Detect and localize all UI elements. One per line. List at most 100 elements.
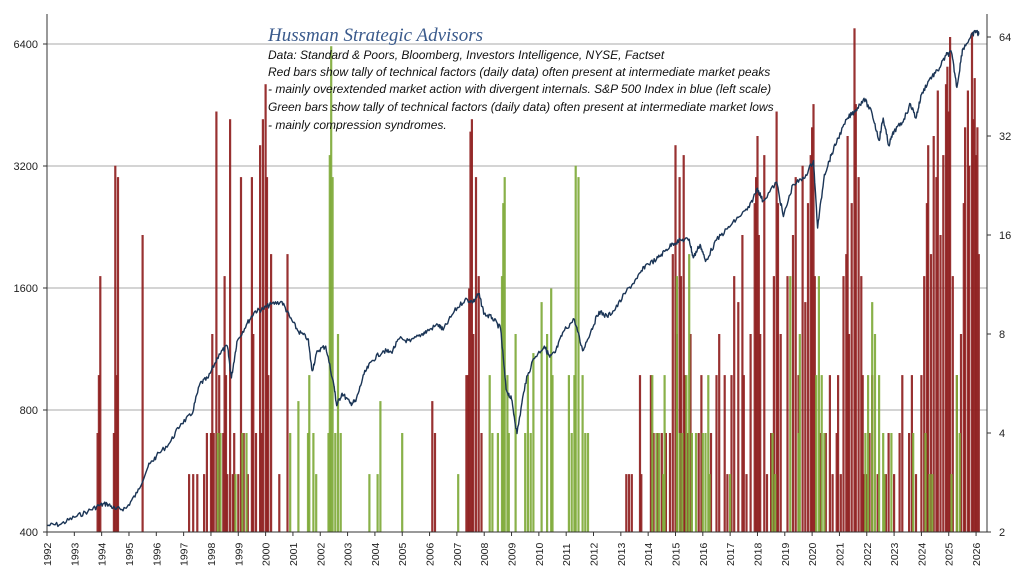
factor-bar [577, 177, 580, 532]
factor-bar [753, 203, 756, 532]
factor-bar [914, 474, 918, 532]
factor-bar [223, 276, 226, 532]
factor-bar [215, 111, 218, 532]
factor-bar [839, 474, 842, 532]
factor-bar [306, 433, 310, 532]
x-tick-label: 2021 [834, 542, 846, 566]
factor-bar [465, 375, 468, 532]
factor-bar [502, 203, 505, 532]
factor-bar [472, 334, 475, 532]
factor-bar [742, 375, 745, 532]
factor-bar [379, 401, 382, 532]
factor-bar [627, 474, 631, 532]
factor-bar [246, 474, 249, 532]
factor-bar [876, 474, 879, 532]
factor-bar [718, 334, 721, 532]
annotation-line-4: Green bars show tally of technical facto… [268, 100, 774, 114]
factor-bar [234, 474, 237, 532]
factor-bar [786, 276, 789, 532]
factor-bar [932, 136, 935, 532]
factor-bar [883, 474, 886, 532]
factor-bar [757, 235, 760, 532]
right-tick-label: 64 [999, 32, 1011, 44]
factor-bar [331, 177, 334, 532]
factor-bar [638, 375, 642, 532]
x-tick-label: 2010 [534, 542, 546, 566]
factor-bar [694, 433, 698, 532]
factor-bar [935, 177, 938, 532]
x-tick-label: 1992 [42, 542, 54, 566]
annotation-line-5: - mainly compression syndromes. [268, 118, 447, 132]
factor-bar [776, 203, 780, 532]
factor-bar [649, 375, 652, 532]
factor-bar [289, 433, 292, 532]
factor-bar [112, 433, 115, 532]
factor-bar [684, 375, 687, 532]
factor-bar [334, 433, 337, 532]
factor-bar [958, 433, 961, 532]
factor-bar [226, 474, 229, 532]
factor-bar [259, 145, 262, 532]
factor-bar [546, 334, 549, 532]
factor-bar [286, 254, 289, 532]
factor-bar [853, 28, 856, 533]
factor-bar [804, 302, 807, 532]
factor-bar [959, 334, 963, 532]
factor-bar [224, 375, 228, 532]
x-tick-label: 2024 [916, 542, 928, 566]
x-tick-label: 2007 [452, 542, 464, 566]
factor-bar [212, 433, 215, 532]
factor-bar [975, 155, 978, 532]
factor-bar [526, 375, 529, 532]
tick-labels: 400 800 1600 3200 6400 2 4 8 16 32 64 1992 1993 1994 1… [14, 32, 1012, 566]
x-tick-label: 2000 [261, 542, 273, 566]
factor-bar [842, 276, 845, 532]
factor-bar [656, 433, 659, 532]
factor-bar [330, 46, 333, 532]
factor-bar [749, 334, 752, 532]
factor-bar [920, 375, 923, 532]
factor-bar [865, 474, 868, 532]
factor-bar [682, 155, 685, 532]
factor-bar [652, 433, 655, 532]
factor-bar [312, 433, 315, 532]
factor-bar [942, 155, 945, 532]
x-tick-label: 1999 [233, 542, 245, 566]
annotation-line-3: - mainly overextended market action with… [268, 82, 771, 96]
factor-bar [708, 474, 711, 532]
x-tick-label: 2016 [698, 542, 710, 566]
factor-bar [469, 131, 472, 532]
sp500-line [46, 29, 980, 528]
factor-bar [770, 433, 773, 532]
factor-bar [697, 433, 700, 532]
factor-bar [924, 433, 927, 532]
factor-bar [658, 433, 661, 532]
factor-bar [850, 203, 853, 532]
factor-bar [962, 203, 965, 532]
factor-bar [972, 119, 975, 532]
factor-bar [847, 334, 851, 532]
factor-bar [707, 375, 710, 532]
factor-bar [791, 235, 795, 532]
factor-bar [524, 433, 527, 532]
factor-bar [466, 375, 469, 532]
factor-bar [884, 474, 887, 532]
factor-bar [970, 32, 974, 532]
factor-bar [837, 375, 840, 532]
x-tick-label: 1993 [69, 542, 81, 566]
left-tick-label: 400 [20, 527, 38, 539]
factor-bar [550, 288, 553, 532]
left-tick-label: 800 [20, 405, 38, 417]
factor-bar [755, 177, 758, 532]
factor-bar [939, 235, 942, 532]
factor-bar [798, 334, 801, 532]
factor-bar [774, 474, 777, 532]
factor-bar [584, 433, 587, 532]
factor-bar [507, 433, 510, 532]
x-tick-label: 2002 [315, 542, 327, 566]
chart-annotation: Hussman Strategic Advisors Data: Standar… [267, 25, 774, 132]
factor-bar [260, 433, 263, 532]
x-tick-label: 2026 [971, 542, 983, 566]
factor-bar [689, 334, 692, 532]
factor-bar [267, 375, 270, 532]
